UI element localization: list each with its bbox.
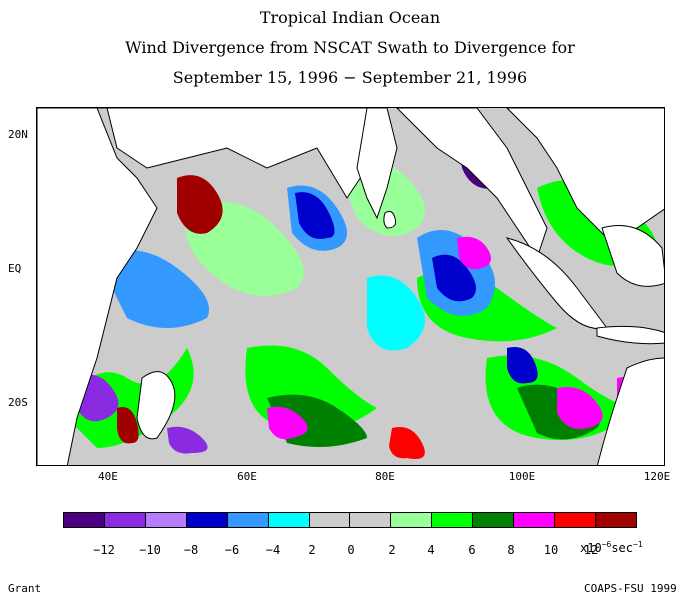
field-patch — [97, 250, 209, 328]
divergence-map — [36, 107, 665, 466]
legend-swatch — [104, 513, 146, 527]
credit-author: Grant — [8, 582, 42, 595]
lon-label-60e: 60E — [237, 470, 257, 483]
field-patch — [367, 275, 425, 351]
lon-label-40e: 40E — [98, 470, 118, 483]
lon-label-80e: 80E — [375, 470, 395, 483]
land-masses — [37, 108, 664, 465]
field-patch — [117, 407, 139, 444]
bay-bengal-land — [396, 108, 548, 260]
field-patch — [457, 236, 491, 270]
map-title-line-1: Tropical Indian Ocean — [259, 8, 441, 27]
legend-tick: −6 — [224, 543, 240, 557]
legend-swatch — [268, 513, 310, 527]
java-land — [596, 325, 664, 345]
field-patch — [557, 387, 603, 429]
legend-tick: −10 — [139, 543, 161, 557]
legend-tick: −8 — [183, 543, 199, 557]
legend-tick: −4 — [265, 543, 281, 557]
india-land — [356, 108, 398, 220]
legend-tick: 0 — [347, 543, 355, 557]
legend-swatch — [514, 513, 556, 527]
field-patch — [177, 175, 223, 234]
legend-tick: 2 — [308, 543, 316, 557]
lat-label-20n: 20N — [8, 128, 28, 141]
field-patch — [507, 347, 538, 384]
sri-lanka-land — [383, 210, 397, 229]
legend-swatch — [186, 513, 228, 527]
legend-swatch — [350, 513, 392, 527]
legend-tick: 2 — [388, 543, 396, 557]
color-legend — [63, 512, 637, 528]
map-title-line-2: Wind Divergence from NSCAT Swath to Dive… — [125, 38, 575, 57]
legend-swatch — [145, 513, 187, 527]
credit-organization: COAPS-FSU 1999 — [584, 582, 677, 595]
map-title-line-3: September 15, 1996 − September 21, 1996 — [172, 68, 528, 87]
field-patch — [167, 426, 208, 454]
lon-label-100e: 100E — [508, 470, 536, 483]
borneo-land — [601, 225, 664, 287]
lat-label-eq: EQ — [8, 262, 22, 275]
legend-tick: 8 — [507, 543, 515, 557]
field-patch — [267, 406, 308, 440]
legend-swatch — [391, 513, 433, 527]
lat-label-20s: 20S — [8, 396, 28, 409]
field-patch — [295, 192, 335, 239]
legend-tick: 6 — [468, 543, 476, 557]
legend-unit: x10−6sec−1 — [580, 540, 643, 555]
legend-swatch — [64, 513, 105, 527]
australia-land — [597, 357, 664, 465]
legend-swatch — [473, 513, 515, 527]
field-patch — [389, 427, 425, 459]
legend-swatch — [227, 513, 269, 527]
legend-tick: 12 — [583, 543, 599, 557]
legend-swatch — [309, 513, 351, 527]
legend-tick: −12 — [93, 543, 115, 557]
legend-swatch — [432, 513, 474, 527]
madagascar-land — [136, 371, 176, 440]
field-patch — [432, 254, 476, 302]
africa-land — [37, 108, 158, 465]
legend-swatch — [555, 513, 596, 527]
lon-label-120e: 120E — [643, 470, 671, 483]
legend-swatch — [595, 513, 636, 527]
legend-tick: 10 — [543, 543, 559, 557]
legend-tick: 4 — [427, 543, 435, 557]
